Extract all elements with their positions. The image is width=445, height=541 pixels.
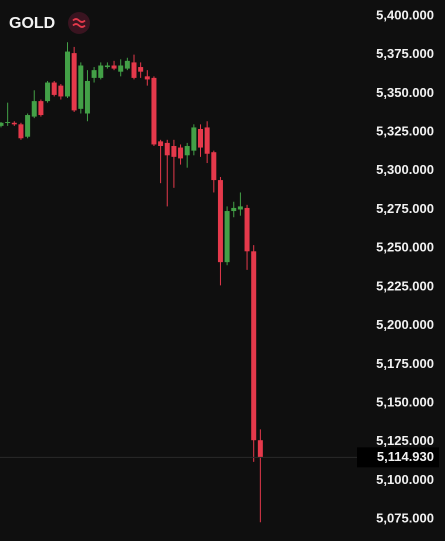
candle-body bbox=[84, 80, 90, 114]
candle-body bbox=[104, 65, 110, 68]
candle-body bbox=[111, 65, 117, 69]
y-tick-label: 5,250.000 bbox=[376, 240, 434, 255]
candle-body bbox=[184, 146, 190, 156]
candle-body bbox=[244, 207, 250, 252]
y-tick-label: 5,325.000 bbox=[376, 124, 434, 139]
y-tick-label: 5,300.000 bbox=[376, 162, 434, 177]
candle-body bbox=[164, 142, 170, 156]
candle-body bbox=[138, 67, 144, 72]
candle-body bbox=[257, 440, 263, 458]
candle-body bbox=[171, 146, 177, 157]
y-tick-label: 5,350.000 bbox=[376, 85, 434, 100]
candle-body bbox=[78, 65, 84, 109]
y-tick-label: 5,100.000 bbox=[376, 472, 434, 487]
y-tick-label: 5,400.000 bbox=[376, 7, 434, 22]
y-tick-label: 5,075.000 bbox=[376, 511, 434, 526]
candle-body bbox=[91, 70, 97, 78]
candle-body bbox=[65, 51, 70, 97]
candle-body bbox=[178, 147, 184, 159]
candle-body bbox=[118, 65, 124, 72]
candle-body bbox=[131, 62, 137, 78]
last-price-label: 5,114.930 bbox=[377, 449, 434, 464]
candle-body bbox=[231, 207, 237, 212]
candle-body bbox=[38, 101, 44, 116]
plot bbox=[0, 42, 263, 523]
candle-body bbox=[18, 124, 24, 139]
candle-body bbox=[211, 152, 217, 181]
candle-body bbox=[204, 127, 210, 154]
candle-body bbox=[45, 82, 51, 102]
candle-body bbox=[31, 101, 37, 117]
candle-body bbox=[151, 77, 157, 145]
candle-body bbox=[224, 211, 230, 263]
candle-body bbox=[71, 53, 77, 111]
candle-body bbox=[11, 122, 17, 125]
last-price-box bbox=[357, 447, 439, 468]
candle-body bbox=[217, 180, 223, 263]
candle-body bbox=[124, 60, 130, 69]
candle-body bbox=[51, 82, 57, 95]
y-tick-label: 5,375.000 bbox=[376, 46, 434, 61]
candle-body bbox=[25, 115, 31, 137]
candle-body bbox=[0, 122, 4, 126]
candle-body bbox=[191, 127, 197, 151]
candle-body bbox=[158, 141, 164, 147]
y-tick-label: 5,150.000 bbox=[376, 394, 434, 409]
candle-body bbox=[5, 122, 11, 124]
y-tick-label: 5,175.000 bbox=[376, 356, 434, 371]
chart-title: GOLD bbox=[9, 15, 55, 32]
y-tick-label: 5,200.000 bbox=[376, 317, 434, 332]
y-tick-label: 5,125.000 bbox=[376, 433, 434, 448]
candle-body bbox=[251, 251, 257, 441]
candle-body bbox=[198, 128, 203, 148]
candle-body bbox=[144, 76, 150, 80]
y-tick-label: 5,225.000 bbox=[376, 278, 434, 293]
candle-body bbox=[98, 65, 104, 78]
candle-body bbox=[58, 85, 64, 97]
candle-body bbox=[237, 206, 243, 210]
y-tick-label: 5,275.000 bbox=[376, 201, 434, 216]
symbol-icon[interactable] bbox=[68, 12, 90, 34]
